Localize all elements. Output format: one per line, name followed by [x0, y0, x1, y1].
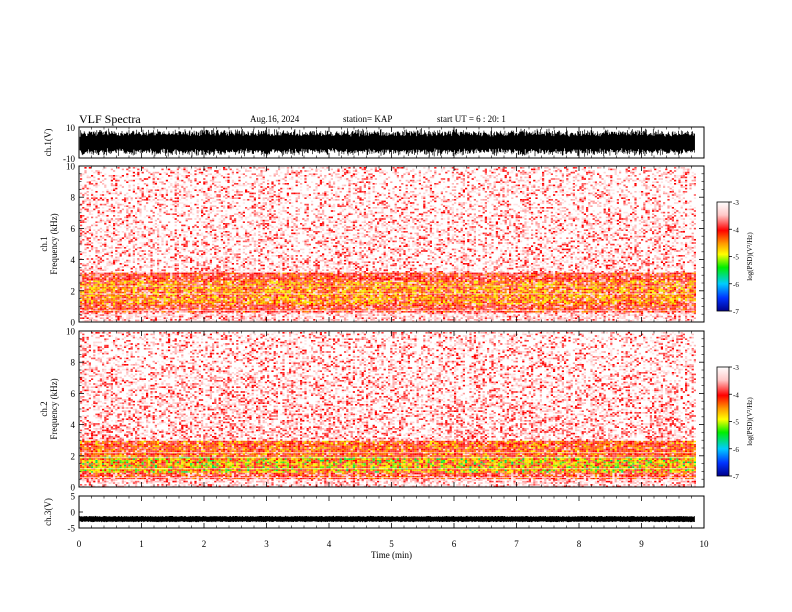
ch1-freq-tick-label: 6: [71, 224, 76, 234]
ch1-colorbar: -3 -4 -5 -6 -7 log(PSD)(V²/Hz): [717, 199, 754, 316]
time-axis-label: Time (min): [371, 550, 412, 560]
ch2-colorbar-tick-label: -6: [733, 446, 739, 454]
ch2-colorbar-bar: [717, 367, 729, 476]
ch3-ytick-label: -5: [68, 524, 76, 534]
ch2-colorbar-tick-label: -7: [733, 473, 739, 481]
time-tick-label: 0: [77, 539, 82, 549]
ch2-spectrogram-image: [79, 331, 704, 487]
ch1-colorbar-bar: [717, 202, 729, 311]
ch1-colorbar-tick-label: -6: [733, 281, 739, 289]
ch1-colorbar-tick-label: -3: [733, 199, 739, 207]
ch3-waveform-panel: 5 0 -5 ch.3(V): [43, 492, 704, 534]
ch1-colorbar-label: log(PSD)(V²/Hz): [746, 232, 754, 281]
time-tick-label: 8: [577, 539, 582, 549]
ch3-ytick-label: 0: [71, 508, 76, 518]
ch1-freq-tick-label: 2: [71, 286, 76, 296]
ch2-colorbar-label: log(PSD)(V²/Hz): [746, 397, 754, 446]
ch1-waveform-trace: [80, 128, 695, 157]
ch1-colorbar-tick-label: -4: [733, 226, 739, 234]
vlf-figure: 10-10ch.1(V) 0246810ch.1Frequency (kHz) …: [0, 0, 792, 612]
ch2-colorbar-tick-label: -4: [733, 391, 739, 399]
ch2-freq-tick-label: 4: [71, 420, 76, 430]
ch1-colorbar-tick-label: -7: [733, 308, 739, 316]
time-tick-label: 3: [264, 539, 269, 549]
time-tick-label: 4: [327, 539, 332, 549]
time-tick-label: 1: [139, 539, 144, 549]
time-tick-label: 2: [202, 539, 207, 549]
ch3-waveform-trace: [80, 516, 694, 522]
ch2-freq-tick-label: 2: [71, 451, 76, 461]
ch2-colorbar-tick-label: -5: [733, 419, 739, 427]
ch1-ytick-label: 10: [66, 123, 76, 133]
ch3-waveform-ylabel: ch.3(V): [43, 498, 53, 526]
ch2-colorbar: -3 -4 -5 -6 -7 log(PSD)(V²/Hz): [717, 364, 754, 481]
ch2-freq-tick-label: 8: [71, 358, 76, 368]
time-tick-label: 7: [514, 539, 519, 549]
ch2-freq-tick-label: 10: [66, 327, 76, 337]
ch1-freq-tick-label: 10: [66, 162, 76, 172]
ch1-spectrogram-image: [79, 166, 704, 322]
ch1-colorbar-tick-label: -5: [733, 254, 739, 262]
ch1-freq-tick-label: 8: [71, 193, 76, 203]
time-tick-label: 5: [389, 539, 394, 549]
ch2-colorbar-tick-label: -3: [733, 364, 739, 372]
ch1-freq-tick-label: 4: [71, 255, 76, 265]
time-tick-label: 9: [639, 539, 644, 549]
ch1-waveform-ylabel: ch.1(V): [43, 129, 53, 157]
ch3-ytick-label: 5: [71, 492, 76, 502]
time-tick-label: 6: [452, 539, 457, 549]
ch2-freq-tick-label: 6: [71, 389, 76, 399]
ch2-freq-ylabel: ch.2Frequency (kHz): [39, 378, 59, 439]
time-axis: 0 1 2 3 4 5 6 7 8 9 10 Time (min): [77, 539, 709, 560]
ch1-freq-ylabel: ch.1Frequency (kHz): [39, 213, 59, 274]
time-tick-label: 10: [700, 539, 710, 549]
